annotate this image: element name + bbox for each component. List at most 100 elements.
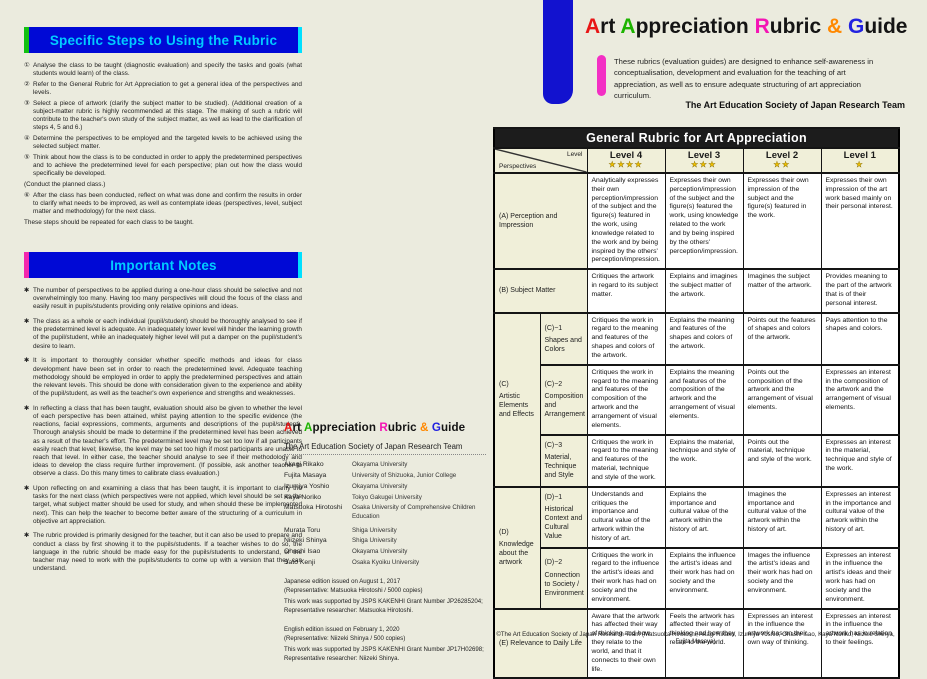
- note-text: The rubric provided is primarily designe…: [33, 532, 302, 573]
- perspective-sub-label: (D)−1 Historical Context and Cultural Val…: [539, 485, 588, 549]
- step-text: After the class has been conducted, refl…: [33, 191, 302, 215]
- green-accent-bar: [24, 27, 29, 53]
- rubric-cell: Critiques the work in regard to the infl…: [586, 546, 666, 610]
- list-item-step-4: ④ Determine the perspectives to be employ…: [24, 135, 302, 151]
- author-row: Ohashi Isao Okayama University: [284, 548, 486, 556]
- rubric-cell: Pays attention to the shapes and colors.: [820, 311, 900, 366]
- repeat-steps-note: These steps should be repeated for each …: [24, 218, 194, 226]
- table-title: General Rubric for Art Appreciation: [493, 127, 900, 149]
- perspective-label: (A) Perception and Impression: [493, 171, 588, 271]
- table-row-material: (C)−3 Material, Technique and Style Criti…: [494, 433, 900, 488]
- level-4-header: Level 4 ★★★★: [586, 147, 666, 174]
- table-row-composition: (C)−2 Composition and Arrangement Critiqu…: [494, 363, 900, 436]
- author-name: Murata Toru: [284, 526, 321, 534]
- step-text: Select a piece of artwork (clarify the s…: [33, 99, 302, 132]
- research-team-label: The Art Education Society of Japan Resea…: [284, 442, 463, 451]
- cyan-accent-bar: [298, 252, 302, 278]
- author-affiliation: Tokyo Gakugei University: [352, 493, 422, 501]
- rubric-cell: Expresses an interest in the influence t…: [820, 546, 900, 610]
- perspective-label: (B) Subject Matter: [493, 268, 588, 314]
- perspective-sub-label: (C)−3 Material, Technique and Style: [539, 433, 588, 488]
- rubric-cell: Critiques the work in regard to the mean…: [586, 311, 666, 366]
- rubric-table: General Rubric for Art Appreciation Leve…: [493, 127, 901, 679]
- author-name: Fujita Masaya: [284, 471, 327, 479]
- list-item-note-3: ✱ It is important to thoroughly consider …: [24, 357, 302, 398]
- rubric-cell: Critiques the work in regard to the mean…: [586, 433, 666, 488]
- star-icons: ★★: [773, 160, 791, 170]
- list-item-note-2: ✱ The class as a whole or each individual…: [24, 318, 302, 351]
- english-edition-note: English edition issued on February 1, 20…: [284, 626, 486, 663]
- list-item-note-5: ✱ Upon reflecting on and examining a clas…: [24, 485, 302, 526]
- table-row-perception: (A) Perception and Impression Analytical…: [493, 171, 900, 271]
- byline-text: The Art Education Society of Japan Resea…: [685, 100, 905, 110]
- edition-grant: This work was supported by JSPS KAKENHI …: [284, 598, 483, 614]
- rubric-cell: Points out the features of shapes and co…: [742, 311, 822, 366]
- author-name: Niizeki Shinya: [284, 537, 327, 545]
- credits-panel: Art Appreciation Rubric & Guide The Art …: [284, 421, 486, 663]
- level-2-header: Level 2 ★★: [742, 147, 822, 174]
- author-row: Sato Kenji Osaka Kyoiku University: [284, 559, 486, 567]
- edition-representative: (Representative: Niizeki Shinya / 500 co…: [284, 634, 406, 642]
- perspective-group-label: (C) Artistic Elements and Effects: [493, 311, 541, 488]
- author-affiliation: Shiga University: [352, 537, 397, 545]
- notes-section: Important Notes ✱ The number of perspecti…: [24, 252, 302, 580]
- step-text: Think about how the class is to be condu…: [33, 153, 302, 178]
- list-item-step-1: ① Analyse the class to be taught (diagnos…: [24, 62, 302, 78]
- author-affiliation: Shiga University: [352, 526, 397, 534]
- author-row: Fujita Masaya University of Shizuoka, Jun…: [284, 472, 486, 480]
- pink-accent-bar: [597, 55, 606, 96]
- author-name: Sato Kenji: [284, 559, 315, 567]
- asterisk-bullet-icon: ✱: [24, 318, 30, 326]
- notes-header-bar: Important Notes: [24, 252, 302, 278]
- rubric-cell: Explains the meaning and features of the…: [664, 311, 744, 366]
- rubric-cell: Expresses their own impression of the su…: [742, 171, 822, 271]
- asterisk-bullet-icon: ✱: [24, 404, 30, 412]
- step-text: Refer to the General Rubric for Art Appr…: [33, 80, 302, 97]
- rubric-cell: Expresses an interest in the importance …: [820, 485, 900, 549]
- list-item-step-2: ② Refer to the General Rubric for Art App…: [24, 81, 302, 97]
- rubric-cell: Images the influence the artist's ideas …: [742, 546, 822, 610]
- author-row: Akagi Rikako Okayama University: [284, 461, 486, 469]
- steps-section-title: Specific Steps to Using the Rubric: [49, 32, 278, 48]
- cyan-accent-bar: [298, 27, 302, 53]
- author-row: Niizeki Shinya Shiga University: [284, 537, 486, 545]
- author-name: Akagi Rikako: [284, 461, 324, 468]
- author-name: Kaya Noriko: [284, 493, 322, 501]
- notes-section-title: Important Notes: [110, 257, 217, 273]
- step-text: Determine the perspectives to be employe…: [33, 135, 302, 151]
- rubric-cell: Analytically expresses their own percept…: [586, 171, 666, 271]
- japanese-edition-note: Japanese edition issued on August 1, 201…: [284, 578, 486, 615]
- author-row: Kaya Noriko Tokyo Gakugei University: [284, 494, 486, 502]
- step-number: ②: [24, 80, 30, 88]
- edition-representative: (Representative: Matsuoka Hirotoshi / 50…: [284, 586, 423, 594]
- corner-level-label: Level: [566, 151, 583, 158]
- note-text: The class as a whole or each individual …: [33, 318, 302, 350]
- rubric-cell: Points out the material, technique and s…: [742, 433, 822, 488]
- step-number: ⑥: [24, 191, 30, 199]
- corner-perspectives-label: Perspectives: [499, 163, 537, 170]
- level-3-header: Level 3 ★★★: [664, 147, 744, 174]
- perspective-sub-label: (D)−2 Connection to Society / Environment: [539, 546, 588, 610]
- poster-page: Specific Steps to Using the Rubric ① Anal…: [24, 0, 907, 679]
- star-icons: ★: [855, 160, 865, 170]
- steps-header-bar: Specific Steps to Using the Rubric: [24, 27, 302, 53]
- step-text: Analyse the class to be taught (diagnost…: [33, 62, 302, 78]
- level-1-header: Level 1 ★: [820, 147, 900, 174]
- rubric-cell: Explains the material, technique and sty…: [664, 433, 744, 488]
- list-item-note-4: ✱ In reflecting a class that has been tau…: [24, 405, 302, 479]
- edition-issued: Japanese edition issued on August 1, 201…: [284, 578, 401, 586]
- note-text: Upon reflecting on and examining a class…: [33, 484, 302, 525]
- step-number: ⑤: [24, 153, 30, 161]
- author-affiliation: Okayama University: [352, 548, 408, 556]
- corner-header-cell: Level Perspectives: [493, 147, 588, 174]
- table-row-subject-matter: (B) Subject Matter Critiques the artwork…: [493, 268, 900, 314]
- tagline-text: These rubrics (evaluation guides) are de…: [614, 57, 874, 101]
- rubric-cell: Explains the influence the artist's idea…: [664, 546, 744, 610]
- perspective-sub-label: (C)−1 Shapes and Colors: [539, 311, 588, 366]
- rubric-cell: Critiques the artwork in regard to its s…: [586, 268, 666, 314]
- author-affiliation: Okayama University: [352, 482, 408, 490]
- note-text: It is important to thoroughly consider w…: [33, 357, 302, 398]
- perspective-sub-label: (C)−2 Composition and Arrangement: [539, 363, 588, 436]
- rubric-cell: Expresses an interest in the composition…: [820, 363, 900, 436]
- step-number: ④: [24, 135, 30, 142]
